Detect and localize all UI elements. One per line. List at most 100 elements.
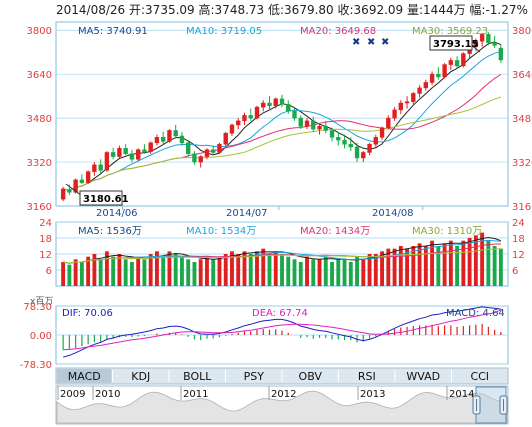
tab-label: BOLL [183, 370, 212, 383]
macd-lines [62, 306, 502, 358]
volume-bar [486, 240, 491, 286]
volume-bar [117, 254, 122, 286]
volume-axis-right: 6 12 18 24 [512, 218, 525, 277]
header-vol: 1444万 [423, 3, 466, 17]
volume-bar [442, 243, 447, 286]
candle-body [498, 47, 504, 61]
event-marker-icon[interactable]: ✖ [367, 37, 375, 48]
volume-tick-label: 18 [39, 234, 52, 245]
volume-bar [492, 246, 497, 286]
indicator-tab-boll[interactable]: BOLL [168, 369, 225, 383]
navigator-year-label: 2012 [271, 389, 296, 400]
volume-bar [311, 259, 316, 286]
candle-body [167, 130, 172, 142]
tab-background [113, 369, 168, 383]
volume-tick-label: 24 [39, 218, 52, 229]
event-marker-icons[interactable]: ✖ ✖ ✖ [352, 37, 389, 48]
volume-bar [123, 259, 128, 286]
navigator-year-label: 2009 [60, 389, 85, 400]
candle-body [317, 126, 322, 130]
volume-bar [367, 254, 372, 286]
candle-body [117, 148, 122, 157]
candle-body [217, 143, 222, 153]
tab-background [283, 369, 338, 383]
candle-body [279, 98, 285, 105]
candle-body [448, 60, 454, 65]
volume-bar [61, 262, 66, 286]
tab-background [396, 369, 451, 383]
candle-body [336, 137, 341, 141]
event-marker-icon[interactable]: ✖ [381, 37, 389, 48]
header-high: 3748.73 [215, 3, 265, 17]
candle-body [429, 73, 435, 83]
candle-body [186, 142, 191, 155]
price-tick-label: 3160 [27, 202, 52, 213]
ma30-legend: MA30: 3569.23 [412, 26, 488, 37]
candle-body [148, 142, 153, 152]
candle-body [323, 126, 328, 131]
navigator-year-label: 2014 [449, 389, 474, 400]
low-price-callout: 3180.61 [65, 183, 129, 206]
dea-legend: DEA: 67.74 [252, 308, 308, 319]
tab-background [339, 369, 394, 383]
volume-bar [373, 254, 378, 286]
header-close: 3692.09 [354, 3, 404, 17]
indicator-tab-kdj[interactable]: KDJ [112, 369, 169, 383]
volume-tick-label: 18 [512, 234, 525, 245]
ma10-legend: MA10: 3719.05 [186, 26, 262, 37]
navigator-year-label: 2010 [95, 389, 120, 400]
tab-label: OBV [299, 370, 323, 383]
indicator-tab-cci[interactable]: CCI [451, 369, 508, 383]
candle-body [292, 111, 297, 119]
indicator-tab-macd[interactable]: MACD [57, 369, 112, 383]
volume-bar [242, 251, 247, 286]
candle-body [198, 156, 203, 163]
candle-body [423, 82, 429, 89]
macd-tick-label: 78.30 [23, 302, 52, 313]
candle-body [79, 179, 85, 183]
candle-body [304, 120, 310, 127]
event-marker-icon[interactable]: ✖ [352, 37, 360, 48]
indicator-tab-wvad[interactable]: WVAD [394, 369, 451, 383]
header-open: 3735.09 [145, 3, 195, 17]
candle-body [67, 189, 72, 193]
tab-label: PSY [244, 370, 265, 383]
header-low: 3679.80 [284, 3, 334, 17]
volume-bar [211, 259, 216, 286]
candle-body [154, 137, 160, 144]
indicator-tab-rsi[interactable]: RSI [338, 369, 395, 383]
navigator-year-label: 2013 [360, 389, 385, 400]
tab-label: MACD [68, 370, 101, 383]
volume-bar [192, 262, 197, 286]
price-tick-label: 3800 [27, 26, 52, 37]
volume-bar [217, 256, 222, 286]
header-ohlc-text: 2014/08/26 开:3735.09 高:3748.73 低:3679.80… [56, 2, 528, 17]
header-high-label: 高: [199, 2, 215, 17]
volume-bar [136, 256, 141, 286]
tab-label: CCI [470, 370, 489, 383]
volume-bar [267, 254, 272, 286]
candle-body [461, 53, 466, 67]
volume-bar [86, 256, 91, 286]
volume-bar [161, 256, 166, 286]
candle-body [104, 152, 110, 171]
volume-bar [430, 240, 435, 286]
volume-bar [455, 246, 460, 286]
volume-bar [342, 259, 347, 286]
vol-ma30-legend: MA30: 1310万 [412, 226, 482, 237]
indicator-tab-obv[interactable]: OBV [281, 369, 338, 383]
high-price-callout-text: 3793.15 [433, 39, 479, 50]
candle-body [442, 64, 447, 78]
macd-histogram [62, 323, 502, 350]
volume-bar [348, 262, 353, 286]
volume-bar [411, 246, 416, 286]
price-tick-label: 3640 [512, 70, 532, 81]
header-vol-label: 量: [407, 3, 423, 17]
tab-label: RSI [358, 370, 376, 383]
candle-body [411, 93, 416, 102]
volume-bar [129, 262, 134, 286]
volume-bar [92, 254, 97, 286]
indicator-tab-psy[interactable]: PSY [225, 369, 282, 383]
volume-ma10-line [62, 239, 501, 264]
